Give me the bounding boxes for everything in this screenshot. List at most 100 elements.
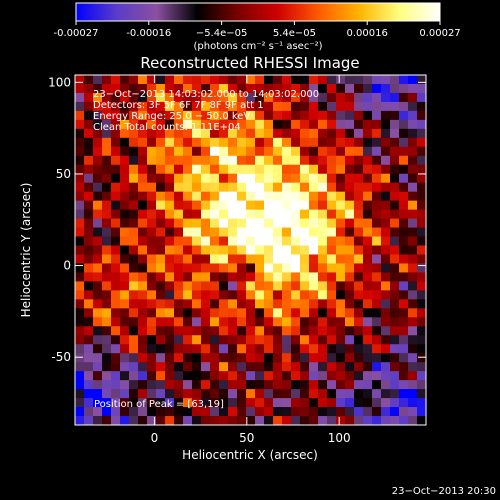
heatmap-cells (75, 75, 426, 425)
heatmap-cell (129, 317, 139, 327)
heatmap-cell (237, 272, 247, 283)
heatmap-cell (327, 317, 337, 327)
heatmap-cell (390, 281, 400, 291)
heatmap-cell (165, 416, 175, 425)
heatmap-cell (129, 218, 139, 229)
heatmap-cell (282, 407, 292, 417)
heatmap-cell (210, 227, 220, 238)
heatmap-cell (138, 173, 148, 184)
heatmap-cell (255, 245, 265, 256)
heatmap-cell (309, 407, 319, 417)
heatmap-cell (381, 236, 391, 247)
heatmap-cell (219, 209, 229, 220)
heatmap-cell (354, 209, 364, 220)
heatmap-cell (138, 362, 148, 372)
heatmap-cell (264, 299, 274, 309)
heatmap-cell (372, 155, 382, 166)
heatmap-cell (102, 83, 112, 94)
heatmap-cell (156, 119, 166, 130)
heatmap-cell (354, 227, 364, 238)
heatmap-cell (165, 263, 175, 274)
heatmap-cell (210, 299, 220, 309)
heatmap-cell (183, 380, 193, 390)
heatmap-cell (192, 119, 202, 130)
heatmap-cell (147, 353, 157, 363)
heatmap-cell (75, 110, 85, 121)
heatmap-cell (381, 218, 391, 229)
heatmap-cell (102, 308, 112, 318)
heatmap-cell (345, 218, 355, 229)
heatmap-cell (336, 407, 346, 417)
annotation-block: 23−Oct−2013 14:03:02.000 to 14:03:02.000… (93, 89, 319, 410)
plot-frame (74, 74, 427, 426)
heatmap-cell (129, 416, 139, 425)
heatmap-cell (228, 245, 238, 256)
heatmap-cell (174, 173, 184, 184)
heatmap-cell (327, 146, 337, 157)
heatmap-cell (93, 389, 103, 399)
heatmap-cell (165, 218, 175, 229)
heatmap-cell (318, 344, 328, 354)
heatmap-cell (156, 389, 166, 399)
heatmap-cell (129, 371, 139, 381)
heatmap-cell (381, 416, 391, 425)
heatmap-cell (120, 281, 130, 291)
heatmap-cell (390, 92, 400, 103)
heatmap-cell (345, 164, 355, 175)
heatmap-cell (300, 137, 310, 148)
heatmap-cell (309, 164, 319, 175)
heatmap-cell (147, 182, 157, 193)
heatmap-cell (147, 191, 157, 202)
heatmap-cell (228, 389, 238, 399)
heatmap-cell (363, 245, 373, 256)
heatmap-cell (129, 335, 139, 345)
heatmap-cell (102, 380, 112, 390)
heatmap-cell (327, 227, 337, 238)
heatmap-cell (111, 326, 121, 336)
heatmap-cell (345, 281, 355, 291)
heatmap-cell (237, 389, 247, 399)
heatmap-cell (372, 173, 382, 184)
heatmap-cell (390, 191, 400, 202)
heatmap-cell (75, 200, 85, 211)
heatmap-cell (354, 146, 364, 157)
heatmap-cell (192, 389, 202, 399)
heatmap-cell (399, 75, 409, 85)
heatmap-cell (84, 407, 94, 417)
heatmap-cell (102, 155, 112, 166)
heatmap-cell (237, 191, 247, 202)
heatmap-cell (129, 110, 139, 121)
heatmap-cell (318, 371, 328, 381)
heatmap-cell (129, 128, 139, 139)
heatmap-cell (336, 272, 346, 283)
heatmap-cell (273, 164, 283, 175)
heatmap-cell (390, 128, 400, 139)
heatmap-cell (282, 272, 292, 283)
heatmap-cell (282, 209, 292, 220)
heatmap-cell (372, 119, 382, 130)
heatmap-cell (381, 227, 391, 238)
heatmap-cell (291, 173, 301, 184)
heatmap-cell (210, 416, 220, 425)
heatmap-cell (165, 317, 175, 327)
heatmap-cell (84, 272, 94, 283)
heatmap-cell (210, 398, 220, 408)
heatmap-cell (246, 92, 256, 103)
heatmap-cell (102, 173, 112, 184)
heatmap-cell (318, 308, 328, 318)
heatmap-cell (327, 119, 337, 130)
heatmap-cell (147, 209, 157, 220)
heatmap-cell (264, 344, 274, 354)
heatmap-cell (210, 380, 220, 390)
heatmap-cell (174, 272, 184, 283)
heatmap-cell (210, 272, 220, 283)
heatmap-cell (93, 353, 103, 363)
heatmap-cell (399, 398, 409, 408)
heatmap-cell (255, 362, 265, 372)
heatmap-cell (399, 335, 409, 345)
heatmap-cell (282, 227, 292, 238)
heatmap-cell (390, 155, 400, 166)
heatmap-cell (156, 299, 166, 309)
heatmap-cell (93, 344, 103, 354)
heatmap-cell (408, 344, 418, 354)
